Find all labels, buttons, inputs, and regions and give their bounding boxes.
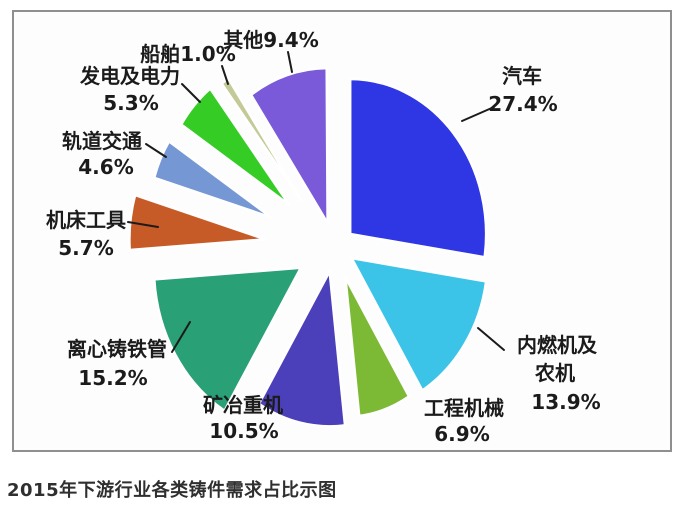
chart-caption: 2015年下游行业各类铸件需求占比示图 xyxy=(7,480,337,501)
slice-label: 10.5% xyxy=(209,419,278,443)
slice-label: 13.9% xyxy=(531,390,600,414)
slice-label: 农机 xyxy=(534,361,575,385)
slice-label: 发电及电力 xyxy=(79,64,180,88)
pie-slice-1 xyxy=(348,77,488,259)
pie-slice-3 xyxy=(344,276,411,418)
slice-label: 其他9.4% xyxy=(223,28,318,52)
slice-label: 4.6% xyxy=(78,155,133,179)
slice-label: 6.9% xyxy=(434,422,489,446)
slice-label: 机床工具 xyxy=(46,208,126,232)
slice-label: 15.2% xyxy=(78,366,147,390)
leader-line xyxy=(221,65,229,85)
pie-slice-7 xyxy=(152,140,273,219)
pie-slice-5 xyxy=(153,266,303,413)
slice-label: 轨道交通 xyxy=(62,129,142,153)
slice-label: 船舶1.0% xyxy=(140,42,235,66)
pie-slice-8 xyxy=(179,87,291,207)
pie-slice-2 xyxy=(350,256,488,392)
leader-line xyxy=(461,106,495,122)
slice-label: 27.4% xyxy=(488,92,557,116)
leader-line xyxy=(287,51,293,73)
slice-label: 内燃机及 xyxy=(517,333,598,357)
leader-line xyxy=(477,327,505,351)
leader-line xyxy=(181,83,201,103)
pie-slice-9 xyxy=(220,77,303,202)
leader-line xyxy=(171,321,191,353)
slice-label: 工程机械 xyxy=(424,396,504,420)
slice-label: 汽车 xyxy=(502,64,542,88)
slice-label: 离心铸铁管 xyxy=(67,337,167,361)
leader-line xyxy=(145,143,167,158)
chart-frame xyxy=(12,10,672,452)
leader-line xyxy=(127,221,159,228)
slice-label: 5.3% xyxy=(103,91,158,115)
slice-label: 矿冶重机 xyxy=(203,393,283,417)
pie-slice-4 xyxy=(257,270,347,428)
pie-slice-10 xyxy=(249,66,329,225)
slice-label: 5.7% xyxy=(58,236,113,260)
